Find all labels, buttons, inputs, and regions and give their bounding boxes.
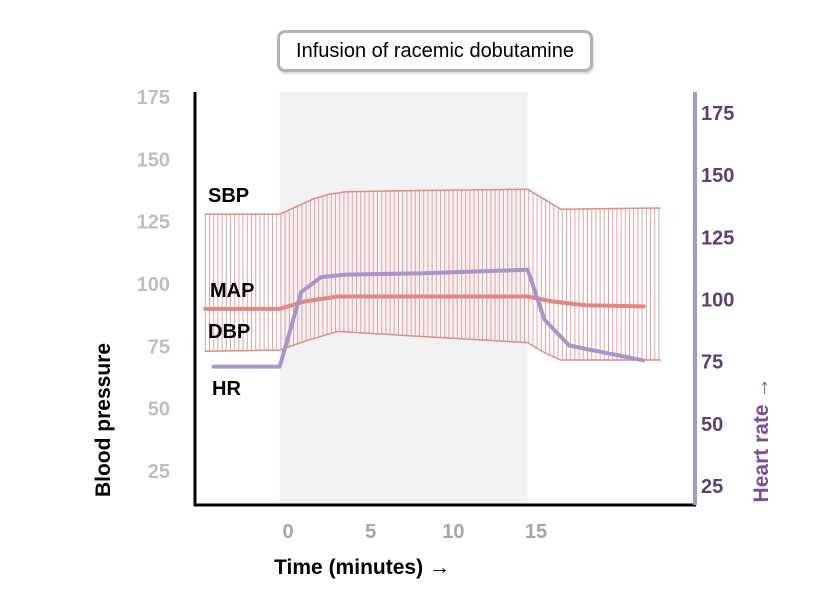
y-right-tick-label: 75	[701, 352, 723, 374]
y-right-tick-label: 100	[701, 290, 734, 312]
x-tick-label: 10	[442, 521, 464, 543]
y-left-tick-label: 100	[137, 274, 170, 296]
y-left-tick-label: 25	[148, 461, 170, 483]
dbp-line	[204, 330, 661, 361]
x-tick-label: 15	[525, 521, 547, 543]
hr-line	[211, 267, 646, 369]
y-axis-left-title: Blood pressure	[92, 343, 115, 497]
tick-labels: 25 50 75 100 125 150 175 25 50 75 100 125 150 175 0 5 10…	[137, 87, 735, 543]
series-labels: SBP MAP DBP HR	[208, 185, 254, 400]
sbp-line	[204, 188, 661, 215]
map-line	[203, 294, 646, 311]
axes	[193, 92, 697, 507]
chart-title: Infusion of racemic dobutamine	[277, 30, 593, 72]
dbp-series-label: DBP	[208, 321, 250, 343]
y-left-tick-label: 50	[148, 399, 170, 421]
hr-series-label: HR	[212, 378, 241, 400]
sbp-series-label: SBP	[208, 185, 249, 207]
y-left-tick-label: 175	[137, 87, 170, 109]
x-axis-title: Time (minutes) →	[274, 556, 450, 579]
map-series-label: MAP	[210, 280, 254, 302]
y-left-tick-label: 150	[137, 149, 170, 171]
x-tick-label: 5	[365, 521, 376, 543]
y-right-tick-label: 175	[701, 103, 734, 125]
y-axis-right-title: Heart rate →	[750, 378, 773, 503]
bp-range-hatch-layer	[204, 189, 660, 360]
y-left-tick-label: 125	[137, 212, 170, 234]
series-line-layer	[203, 188, 661, 369]
y-right-tick-label: 150	[701, 165, 734, 187]
y-right-tick-label: 125	[701, 227, 734, 249]
y-left-tick-label: 75	[148, 336, 170, 358]
y-right-tick-label: 25	[701, 476, 723, 498]
x-tick-label: 0	[282, 521, 293, 543]
y-right-tick-label: 50	[701, 414, 723, 436]
